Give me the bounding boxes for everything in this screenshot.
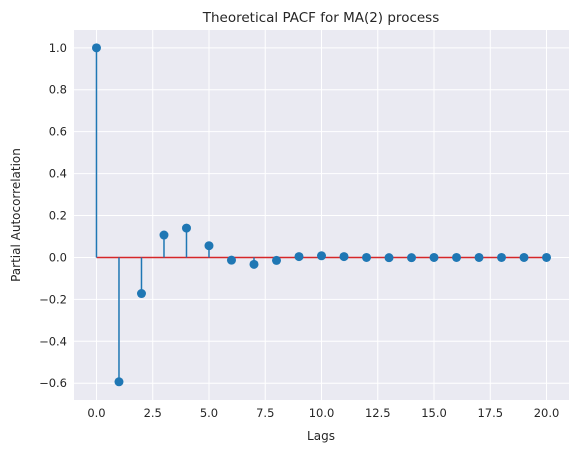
y-tick-label: 0.2 (49, 209, 67, 223)
y-tick-label: −0.4 (39, 334, 67, 348)
stem-markers (91, 43, 552, 387)
stem-marker (407, 253, 417, 263)
stem-marker (429, 252, 439, 262)
stem-marker (226, 255, 236, 265)
y-tick-label: 0.8 (49, 83, 67, 97)
x-tick-label: 10.0 (309, 406, 335, 420)
x-tick-label: 15.0 (421, 406, 447, 420)
stem-marker (497, 252, 507, 262)
stem-marker (136, 289, 146, 299)
y-tick-label: 0.0 (49, 250, 67, 264)
x-tick-label: 5.0 (200, 406, 218, 420)
y-tick-label: −0.2 (39, 292, 67, 306)
x-tick-label: 17.5 (477, 406, 503, 420)
stem-marker (249, 259, 259, 269)
y-tick-label: 0.6 (49, 125, 67, 139)
x-tick-label: 20.0 (534, 406, 560, 420)
stem-marker (181, 223, 191, 233)
stem-marker (271, 255, 281, 265)
stem-marker (204, 241, 214, 251)
x-tick-label: 12.5 (365, 406, 391, 420)
x-axis-label: Lags (307, 429, 335, 443)
stem-marker (542, 252, 552, 262)
y-tick-label: 1.0 (49, 41, 67, 55)
y-tick-label: −0.6 (39, 376, 67, 390)
stem-marker (362, 252, 372, 262)
x-tick-label: 2.5 (144, 406, 162, 420)
x-axis-ticks: 0.0 2.5 5.0 7.5 10.0 12.5 15.0 17.5 20.0 (87, 406, 559, 420)
x-tick-label: 7.5 (256, 406, 274, 420)
stem-marker (384, 253, 394, 263)
stem-marker (519, 252, 529, 262)
y-tick-label: 0.4 (49, 167, 67, 181)
stem-marker (159, 230, 169, 240)
stem-marker (91, 43, 101, 53)
stem-marker (317, 251, 326, 261)
chart-title: Theoretical PACF for MA(2) process (202, 10, 440, 26)
stem-marker (294, 252, 304, 262)
stem-marker (452, 252, 462, 262)
x-tick-label: 0.0 (87, 406, 105, 420)
y-axis-label: Partial Autocorrelation (9, 148, 23, 282)
stem-marker (339, 252, 349, 262)
stem-marker (114, 377, 124, 387)
stem-lines (95, 47, 413, 382)
stem-marker (474, 252, 484, 262)
y-axis-ticks: −0.6 −0.4 −0.2 0.0 0.2 0.4 0.6 0.8 1.0 (39, 41, 67, 390)
